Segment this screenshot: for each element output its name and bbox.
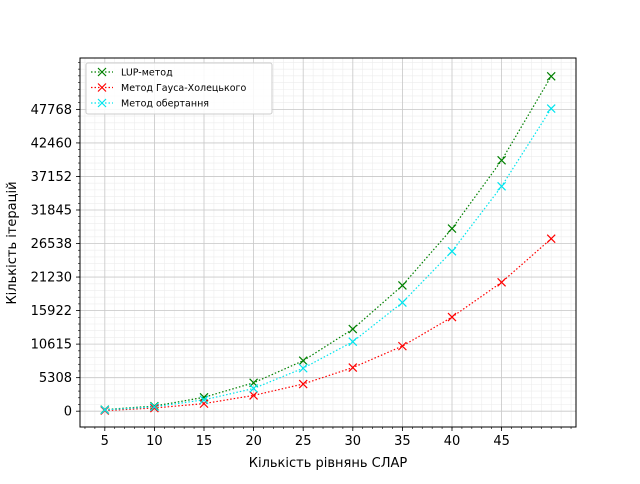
data-point-marker: [546, 71, 556, 81]
data-point-marker: [249, 390, 259, 400]
data-point-marker: [298, 356, 308, 366]
data-point-marker: [100, 405, 110, 415]
data-point-marker: [546, 104, 556, 113]
y-tick-label: 10615: [31, 338, 72, 353]
y-tick-label: 31845: [31, 203, 72, 218]
legend-entry-rotation: Метод обертання: [91, 99, 209, 110]
x-tick-label: 35: [394, 434, 411, 449]
y-tick-label: 15922: [31, 304, 72, 319]
series-layer: [100, 71, 556, 415]
x-tick-label: 45: [493, 434, 510, 449]
y-axis-label: Кількість ітерацій: [5, 181, 20, 304]
data-point-marker: [497, 277, 507, 287]
plot-area-frame: [79, 57, 577, 428]
legend: LUP-метод Метод Гауса-Холецького Метод о…: [85, 62, 273, 115]
y-tick-label: 37152: [31, 170, 72, 185]
x-tick-label: 20: [245, 434, 262, 449]
data-point-marker: [497, 155, 507, 165]
data-point-marker: [397, 281, 407, 290]
legend-label-rotation: Метод обертання: [121, 99, 209, 110]
y-tick-label: 47768: [31, 103, 72, 118]
data-point-marker: [447, 312, 457, 322]
series-2: [100, 104, 556, 415]
data-point-marker: [149, 403, 159, 413]
data-point-marker: [397, 341, 407, 351]
data-point-marker: [199, 395, 209, 405]
legend-entry-lup: LUP-метод: [91, 68, 173, 79]
data-point-marker: [447, 224, 457, 234]
data-point-marker: [149, 402, 159, 412]
y-tick-label: 0: [64, 405, 72, 420]
major-grid: [80, 58, 576, 427]
data-point-marker: [199, 392, 209, 402]
legend-marker-rotation: [97, 98, 107, 108]
data-point-marker: [447, 246, 457, 256]
series-line: [104, 108, 552, 411]
x-tick-label: 10: [146, 434, 163, 449]
legend-marker-lup: [97, 67, 107, 77]
data-point-marker: [397, 298, 407, 307]
x-tick-label: 15: [196, 434, 213, 449]
data-point-marker: [497, 181, 507, 191]
x-axis-label: Кількість рівнянь СЛАР: [249, 456, 408, 471]
x-tick-label: 30: [345, 434, 362, 449]
x-tick-label: 25: [295, 434, 312, 449]
y-tick-label: 26538: [31, 237, 72, 252]
legend-marker-gauss-cholesky: [97, 83, 107, 92]
y-tick-label: 21230: [31, 271, 72, 286]
data-point-marker: [199, 399, 209, 409]
x-axis-ticks: 5 10 15 20 25 30 35 40 45: [84, 427, 572, 449]
data-point-marker: [249, 384, 259, 393]
x-tick-label: 5: [101, 434, 109, 449]
data-point-marker: [298, 379, 308, 389]
y-tick-label: 5308: [39, 371, 72, 386]
legend-entry-gauss-cholesky: Метод Гауса-Холецького: [91, 83, 247, 94]
legend-box: [85, 62, 273, 115]
data-point-marker: [348, 337, 358, 347]
series-line: [104, 238, 552, 412]
series-1: [100, 234, 556, 415]
series-line: [104, 75, 552, 411]
y-axis-ticks: 0 5308 10615 15922 21230 26538 31845 37152 42460…: [31, 62, 80, 420]
y-tick-label: 42460: [31, 136, 72, 151]
data-point-marker: [348, 324, 358, 334]
x-tick-label: 40: [444, 434, 461, 449]
data-point-marker: [546, 234, 556, 244]
data-point-marker: [348, 363, 358, 373]
data-point-marker: [298, 363, 308, 373]
legend-label-lup: LUP-метод: [121, 68, 173, 79]
legend-label-gauss-cholesky: Метод Гауса-Холецького: [121, 83, 247, 94]
